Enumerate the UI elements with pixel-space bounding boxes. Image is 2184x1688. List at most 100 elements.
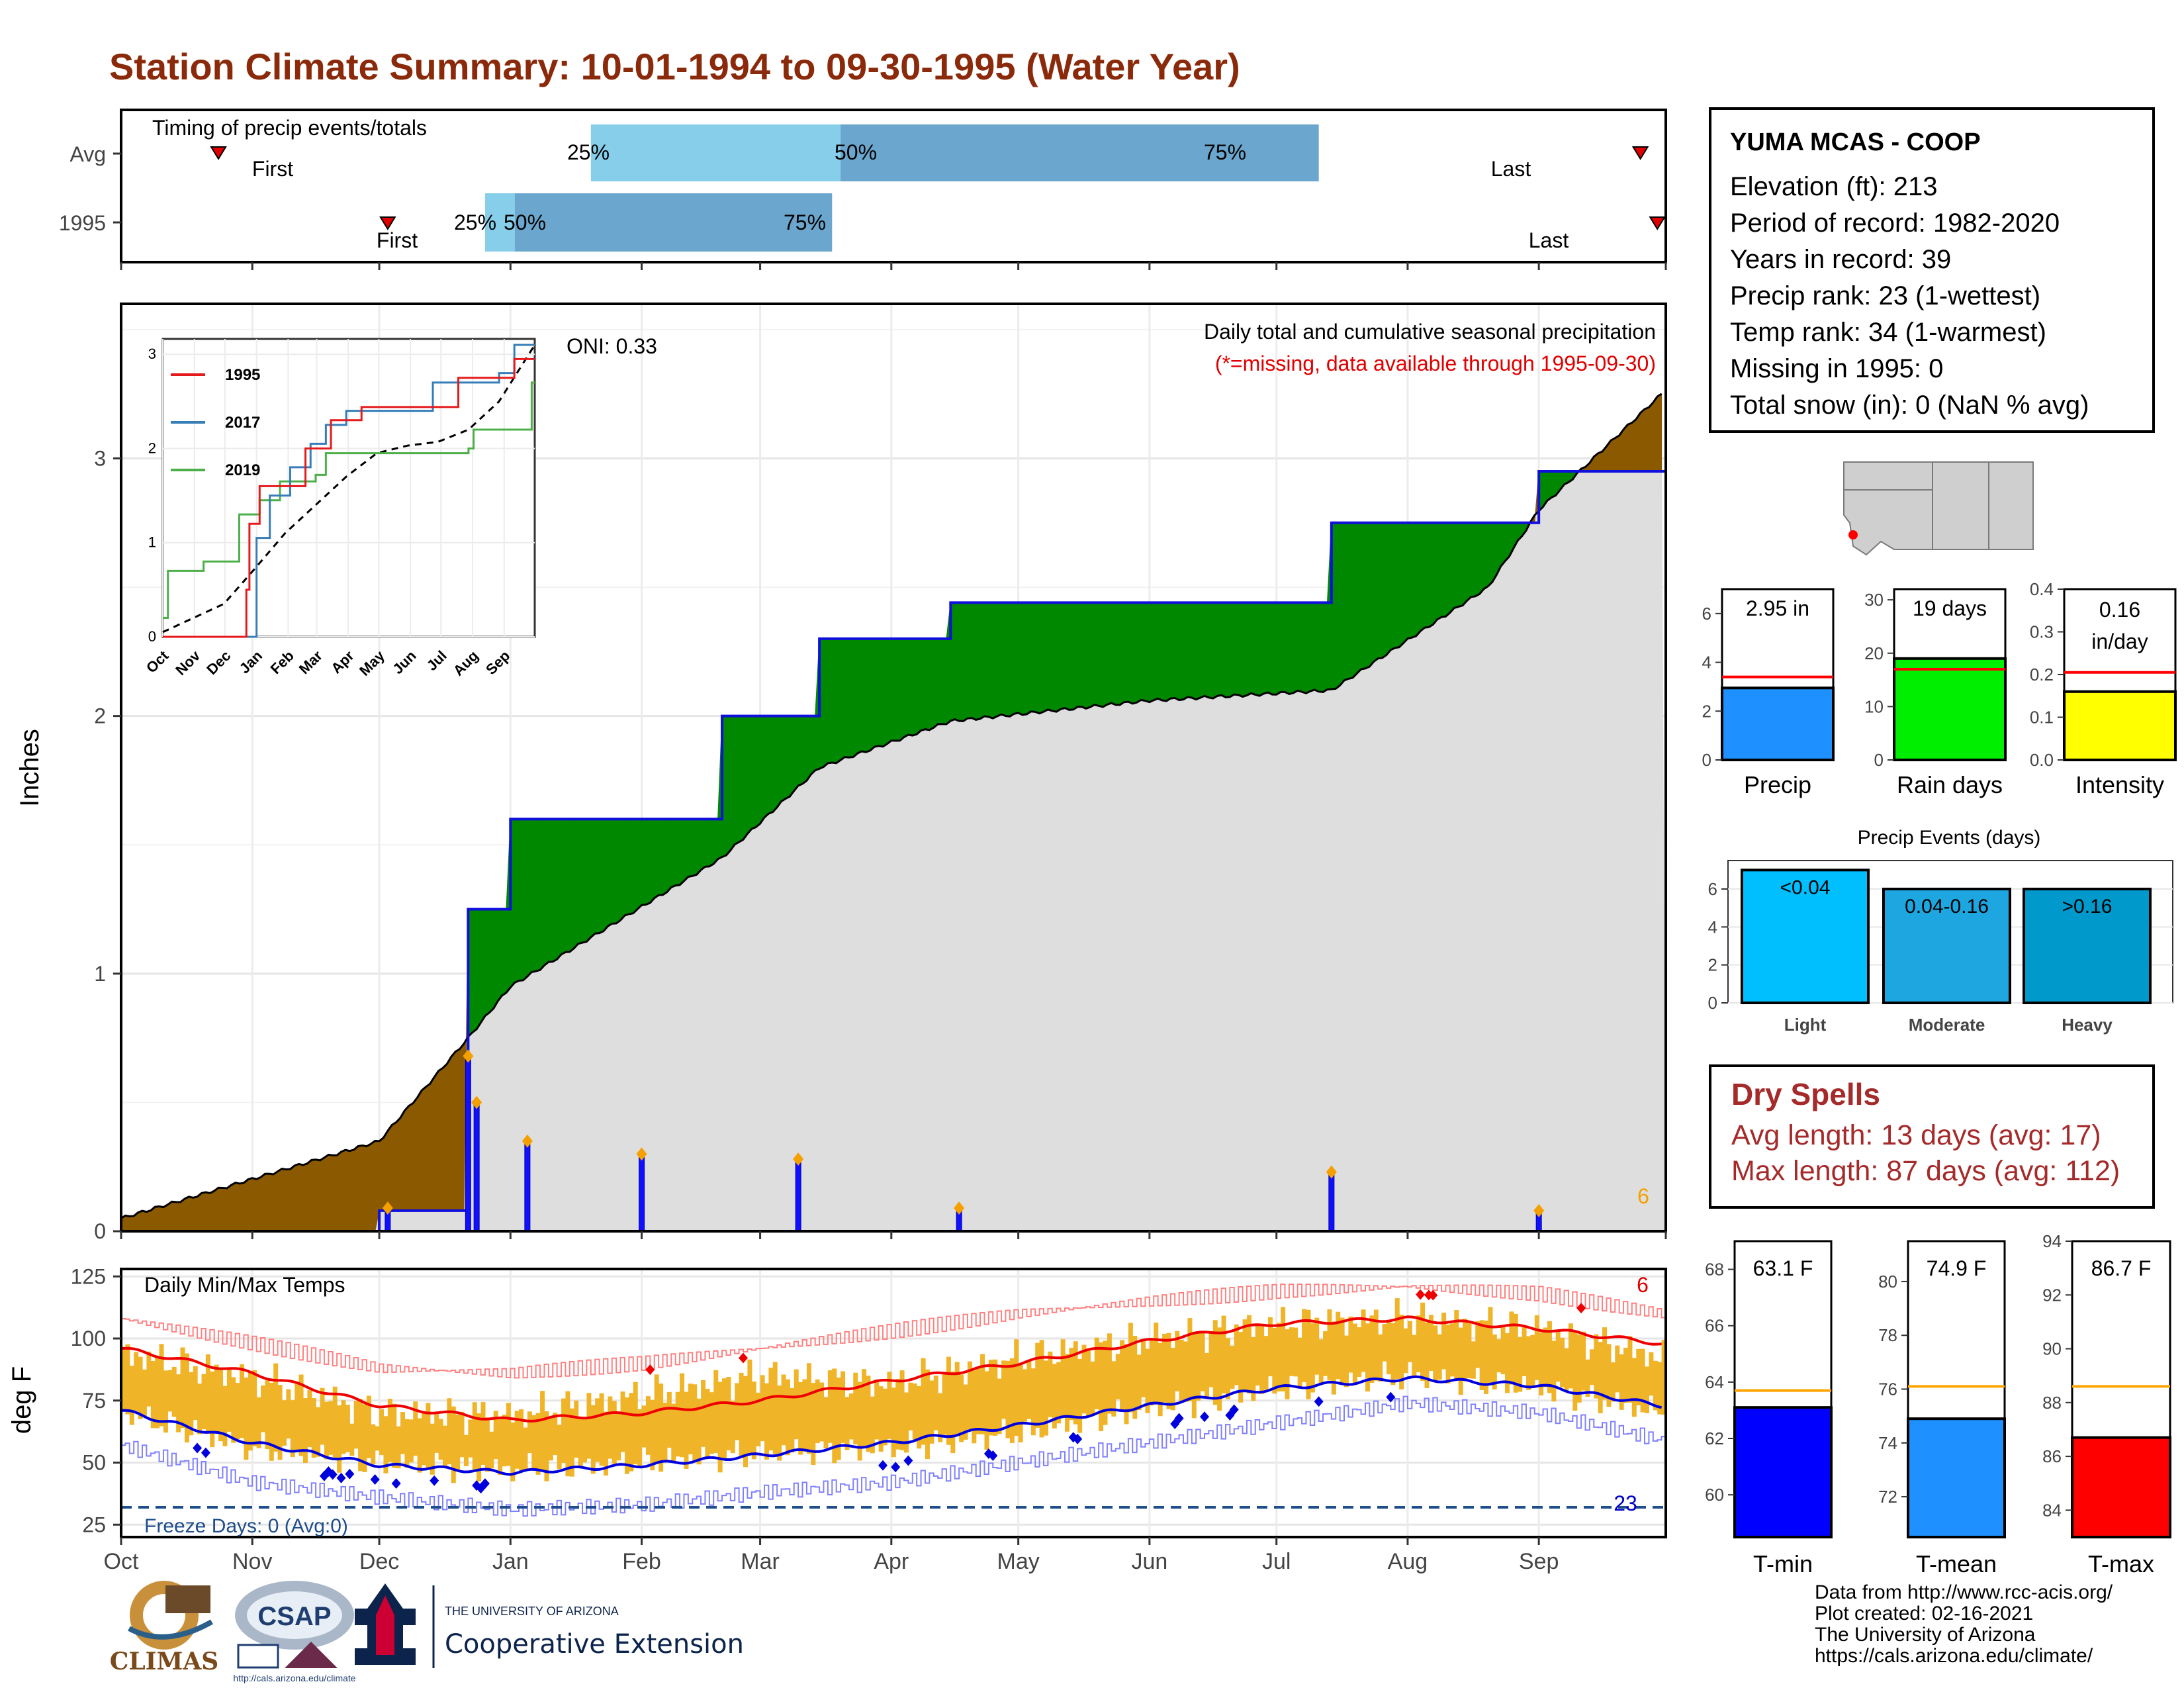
daily-temp-bar xyxy=(1445,1324,1451,1383)
surplus-segment xyxy=(1140,602,1146,702)
daily-temp-bar xyxy=(1403,1328,1408,1374)
climas-logo: CLIMAS xyxy=(110,1581,219,1675)
daily-temp-bar xyxy=(1200,1331,1205,1391)
daily-temp-bar xyxy=(790,1387,795,1453)
daily-temp-bar xyxy=(963,1384,968,1440)
surplus-segment xyxy=(590,818,596,938)
daily-temp-bar xyxy=(548,1417,553,1461)
record-low-marker xyxy=(328,1469,338,1480)
surplus-segment xyxy=(739,716,744,843)
daily-temp-bar xyxy=(413,1401,418,1456)
avg-iqr-low xyxy=(590,124,841,181)
daily-temp-bar xyxy=(1386,1321,1391,1375)
surplus-segment xyxy=(1081,602,1087,710)
avg-p25-label: 25% xyxy=(567,140,610,164)
daily-temp-bar xyxy=(451,1406,456,1483)
surplus-segment xyxy=(810,716,816,776)
temp-rank: Temp rank: 34 (1-warmest) xyxy=(1730,318,2046,347)
surplus-segment xyxy=(683,818,689,882)
daily-temp-bar xyxy=(302,1398,308,1464)
events-bar-light xyxy=(1741,868,1870,1005)
temp-bar-ytick-label: 90 xyxy=(2042,1339,2062,1359)
deficit-segment xyxy=(425,1083,431,1211)
surplus-segment xyxy=(1314,602,1320,692)
surplus-segment xyxy=(1492,522,1497,584)
daily-temp-bar xyxy=(1407,1321,1412,1362)
daily-temp-bar xyxy=(1649,1352,1654,1396)
record-low-marker xyxy=(345,1468,355,1479)
daily-temp-bar xyxy=(772,1362,778,1454)
daily-temp-bar xyxy=(240,1364,245,1438)
deficit-segment xyxy=(124,1215,130,1232)
deficit-segment xyxy=(353,1145,359,1232)
daily-temp-bar xyxy=(1085,1350,1091,1417)
daily-temp-bar xyxy=(1340,1317,1345,1385)
daily-temp-bar xyxy=(121,1347,126,1410)
daily-temp-bar xyxy=(353,1401,359,1449)
daily-temp-bar xyxy=(1141,1340,1146,1397)
daily-temp-bar xyxy=(620,1391,625,1452)
surplus-segment xyxy=(925,638,930,731)
daily-temp-bar xyxy=(1208,1331,1214,1387)
daily-temp-bar xyxy=(197,1383,203,1434)
deficit-segment xyxy=(256,1176,261,1232)
temp-bar-ytick-label: 80 xyxy=(1878,1272,1897,1291)
record-low-marker xyxy=(1073,1433,1083,1444)
surplus-segment xyxy=(561,818,566,955)
surplus-segment xyxy=(794,716,799,792)
deficit-segment xyxy=(184,1196,189,1232)
surplus-segment xyxy=(679,818,684,886)
temp-bar-name: T-mean xyxy=(1916,1550,1997,1577)
deficit-segment xyxy=(396,1117,401,1211)
daily-temp-bar xyxy=(295,1383,300,1450)
year-iqr-low xyxy=(484,193,515,252)
surplus-segment xyxy=(1250,602,1256,696)
avg-first-marker xyxy=(210,146,227,160)
surplus-segment xyxy=(1158,602,1163,701)
surplus-segment xyxy=(696,818,702,876)
deficit-segment xyxy=(341,1149,346,1232)
daily-temp-bar xyxy=(827,1370,833,1443)
inset-legend-label: 2019 xyxy=(225,461,260,479)
daily-temp-bar xyxy=(1437,1334,1442,1380)
daily-temp-bar xyxy=(261,1385,266,1432)
mini-bar-rain-days xyxy=(1893,657,2007,761)
climas-text: CLIMAS xyxy=(110,1648,219,1675)
daily-temp-bar xyxy=(1166,1333,1171,1409)
daily-temp-bar xyxy=(248,1372,253,1451)
daily-precip-marker xyxy=(522,1134,533,1148)
daily-temp-bar xyxy=(1170,1348,1175,1411)
precip-ytick-label: 0 xyxy=(94,1219,106,1243)
observed-cumulative-line xyxy=(121,469,1666,1233)
daily-temp-bar xyxy=(1191,1331,1197,1419)
mini-bar-value: 0.16 xyxy=(2099,598,2140,622)
deficit-segment xyxy=(1635,412,1641,472)
surplus-segment xyxy=(1420,522,1426,632)
deficit-segment xyxy=(315,1159,321,1232)
daily-temp-bar xyxy=(553,1413,558,1455)
daily-temp-bar xyxy=(1627,1336,1633,1403)
daily-temp-bar xyxy=(1162,1333,1167,1403)
surplus-segment xyxy=(743,716,748,841)
daily-temp-bar xyxy=(1361,1309,1366,1372)
surplus-segment xyxy=(527,818,532,978)
surplus-segment xyxy=(891,638,896,741)
surplus-segment xyxy=(1001,602,1006,717)
daily-temp-bar xyxy=(341,1400,346,1454)
events-title: Precip Events (days) xyxy=(1858,827,2041,849)
daily-temp-bar xyxy=(1551,1340,1557,1402)
surplus-segment xyxy=(916,638,922,735)
mini-bar-value: 2.95 in xyxy=(1746,596,1809,620)
daily-temp-bar xyxy=(1136,1354,1142,1411)
surplus-segment xyxy=(976,602,981,721)
events-bar-name: Heavy xyxy=(2062,1015,2113,1035)
surplus-segment xyxy=(654,818,659,899)
deficit-segment xyxy=(1631,418,1637,472)
daily-temp-bar xyxy=(129,1366,134,1425)
temp-bar-value: 63.1 F xyxy=(1753,1256,1813,1280)
record-high-marker xyxy=(645,1364,655,1376)
mini-bar-precip xyxy=(1721,686,1835,762)
daily-temp-bar xyxy=(785,1379,790,1456)
surplus-segment xyxy=(870,638,875,751)
deficit-segment xyxy=(248,1178,253,1232)
